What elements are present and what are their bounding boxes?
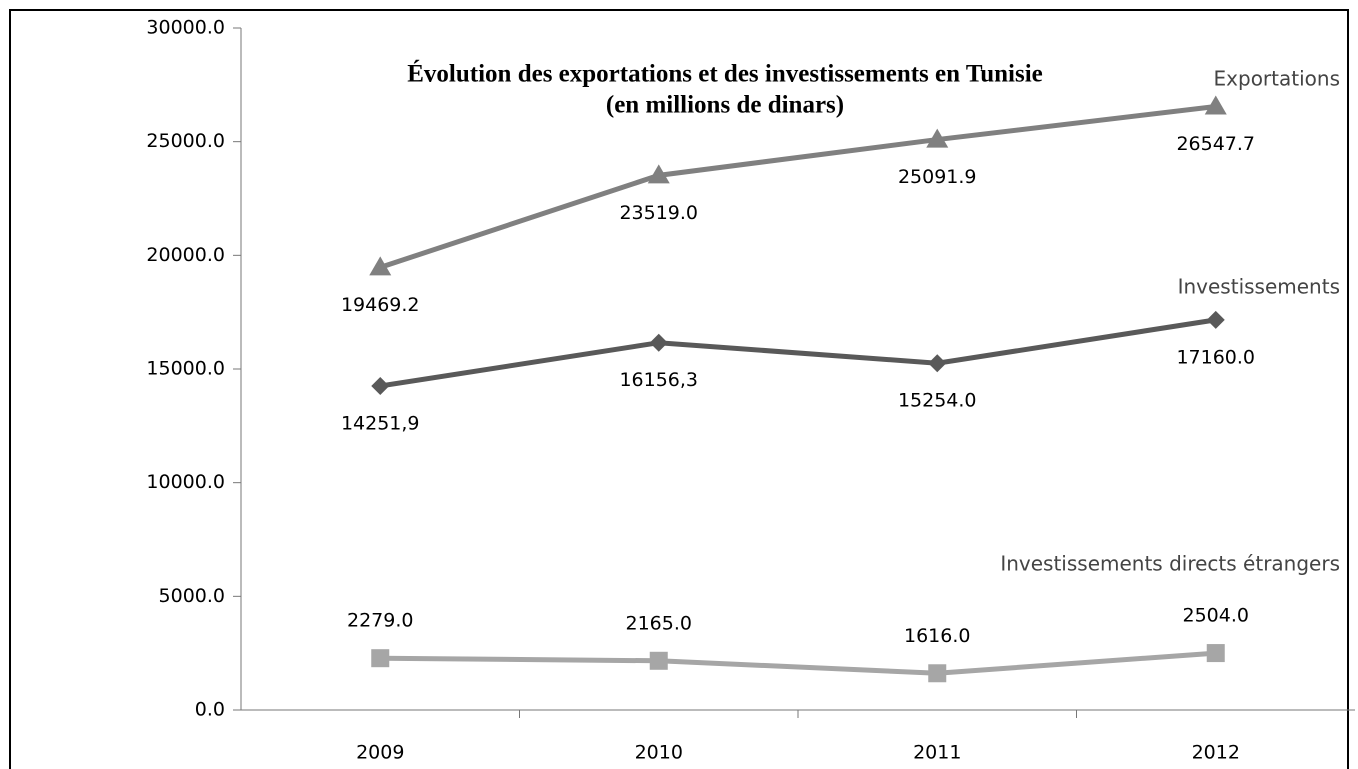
data-label: 26547.7	[1176, 133, 1255, 155]
data-label: 2279.0	[347, 610, 413, 632]
data-label: 2504.0	[1183, 605, 1249, 627]
series-label: Exportations	[1214, 67, 1340, 91]
data-label: 2165.0	[626, 612, 692, 634]
chart-subtitle: (en millions de dinars)	[606, 92, 844, 119]
x-tick-label: 2009	[356, 742, 404, 764]
y-tick-label: 5000.0	[159, 585, 225, 607]
point	[926, 128, 949, 148]
point	[928, 664, 947, 683]
y-tick-label: 10000.0	[146, 471, 225, 493]
data-label: 17160.0	[1176, 346, 1255, 368]
y-tick-label: 30000.0	[146, 17, 225, 39]
chart-title: Évolution des exportations et des invest…	[407, 60, 1043, 88]
series-label: Investissements directs étrangers	[1000, 552, 1340, 576]
data-label: 19469.2	[341, 294, 420, 316]
data-label: 23519.0	[619, 202, 698, 224]
point	[371, 649, 390, 668]
point	[649, 651, 668, 670]
data-label: 25091.9	[898, 166, 977, 188]
point	[1206, 310, 1225, 329]
series-line	[379, 317, 1217, 389]
data-label: 16156,3	[619, 369, 698, 391]
x-tick-label: 2012	[1192, 742, 1240, 764]
data-label: 1616.0	[904, 625, 970, 647]
y-tick-label: 25000.0	[146, 130, 225, 152]
point	[649, 333, 668, 352]
y-tick-label: 20000.0	[146, 244, 225, 266]
point	[1204, 95, 1227, 115]
series-label: Investissements	[1178, 275, 1340, 299]
data-label: 15254.0	[898, 390, 977, 412]
series-line	[380, 650, 1216, 676]
point	[928, 354, 947, 373]
frame	[9, 9, 1349, 769]
data-label: 14251,9	[341, 413, 420, 435]
point	[371, 377, 390, 396]
point	[1206, 644, 1225, 663]
point	[369, 256, 392, 276]
y-tick-label: 15000.0	[146, 358, 225, 380]
x-tick-label: 2011	[913, 742, 961, 764]
series-line	[379, 103, 1217, 270]
y-tick-label: 0.0	[195, 699, 225, 721]
x-tick-label: 2010	[635, 742, 683, 764]
point	[647, 164, 670, 184]
